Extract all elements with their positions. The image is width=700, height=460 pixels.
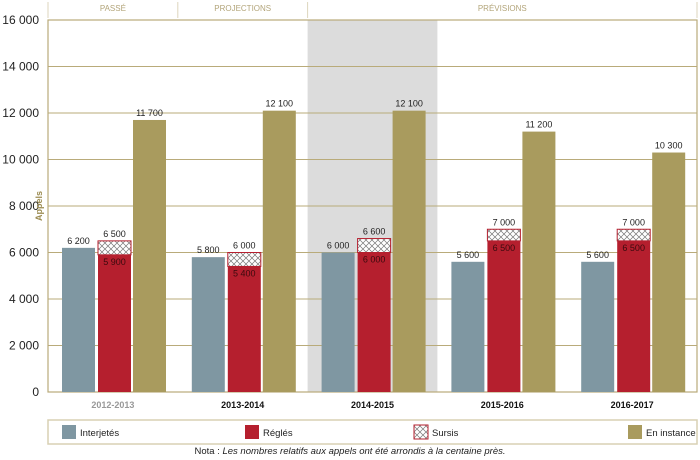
data-label-regles: 5 400 (233, 268, 256, 278)
data-label-regles: 6 500 (493, 243, 516, 253)
note-label: Nota : (194, 446, 220, 457)
bar-sursis (357, 238, 392, 254)
bar-sursis (486, 228, 521, 242)
bar-interjetes (191, 257, 225, 392)
y-tick-label: 12 000 (2, 106, 39, 120)
legend-swatch (628, 425, 642, 439)
data-label-en-instance: 11 700 (136, 108, 163, 118)
data-label-en-instance: 11 200 (525, 120, 552, 130)
legend-label: Sursis (432, 428, 459, 439)
data-label-sursis-total: 7 000 (622, 217, 645, 227)
data-label-sursis-total: 7 000 (493, 217, 516, 227)
note-text: Les nombres relatifs aux appels ont été … (222, 446, 506, 457)
bar-en-instance (522, 131, 556, 392)
x-tick-label: 2012-2013 (91, 400, 134, 410)
y-tick-label: 4 000 (9, 292, 39, 306)
period-label: PROJECTIONS (214, 4, 271, 13)
data-label-en-instance: 12 100 (395, 99, 423, 109)
bar-interjetes (62, 247, 95, 392)
y-tick-label: 0 (32, 385, 39, 399)
y-tick-label: 8 000 (9, 199, 39, 213)
y-tick-label: 14 000 (2, 60, 39, 74)
data-label-interjetes: 6 200 (67, 236, 90, 246)
bar-sursis (616, 228, 651, 242)
legend-label: Réglés (263, 428, 293, 439)
bar-regles (227, 266, 261, 392)
data-label-regles: 6 000 (363, 255, 386, 265)
y-tick-label: 10 000 (2, 153, 39, 167)
legend-swatch (62, 425, 76, 439)
bar-interjetes (581, 261, 615, 392)
data-label-sursis-total: 6 600 (363, 227, 386, 237)
data-label-interjetes: 5 600 (457, 250, 480, 260)
bar-regles (98, 254, 131, 392)
y-tick-label: 16 000 (2, 13, 39, 27)
data-label-sursis-total: 6 000 (233, 241, 256, 251)
data-label-regles: 6 500 (622, 243, 645, 253)
bar-en-instance (652, 152, 686, 392)
bar-regles (617, 240, 651, 392)
bar-interjetes (321, 252, 355, 392)
data-label-en-instance: 10 300 (655, 141, 683, 151)
bar-sursis (97, 240, 132, 256)
x-tick-label: 2015-2016 (481, 400, 524, 410)
bar-interjetes (451, 261, 485, 392)
data-label-sursis-total: 6 500 (103, 229, 126, 239)
data-label-interjetes: 5 800 (197, 245, 220, 255)
data-label-interjetes: 5 600 (586, 250, 609, 260)
data-label-regles: 5 900 (103, 257, 126, 267)
data-label-interjetes: 6 000 (327, 241, 350, 251)
period-label: PASSÉ (100, 4, 126, 13)
y-tick-label: 6 000 (9, 246, 39, 260)
legend-label: En instance (646, 428, 696, 439)
bar-en-instance (392, 110, 426, 393)
legend-swatch (245, 425, 259, 439)
data-label-en-instance: 12 100 (266, 99, 294, 109)
legend-swatch (413, 424, 429, 440)
legend-label: Interjetés (80, 428, 119, 439)
x-tick-label: 2013-2014 (221, 400, 264, 410)
x-tick-label: 2014-2015 (351, 400, 394, 410)
bar-en-instance (133, 119, 166, 392)
y-axis-label: Appels (34, 191, 44, 221)
legend-box (47, 419, 698, 445)
footnote: Nota : Les nombres relatifs aux appels o… (0, 446, 700, 457)
y-tick-label: 2 000 (9, 339, 39, 353)
bar-regles (487, 240, 521, 392)
bar-regles (357, 252, 391, 392)
bar-en-instance (262, 110, 296, 393)
bar-sursis (227, 252, 262, 267)
x-tick-label: 2016-2017 (611, 400, 654, 410)
period-label: PRÉVISIONS (478, 4, 527, 13)
